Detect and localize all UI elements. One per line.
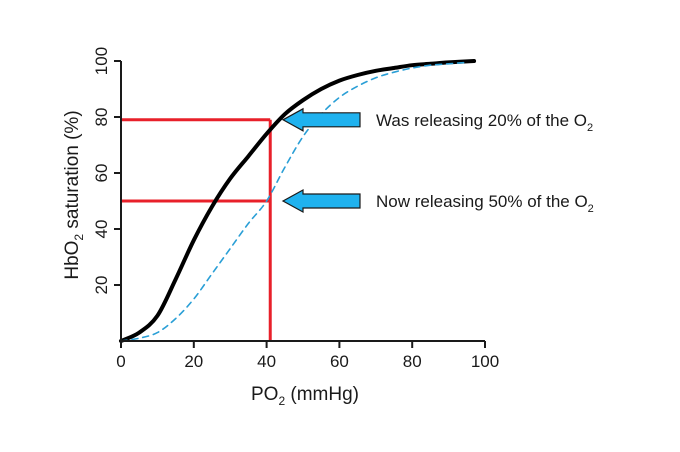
x-tick-label: 60 <box>330 352 349 371</box>
annotation-main: Was releasing 20% of the O <box>376 111 587 130</box>
y-axis-label: HbO2 saturation (%) <box>62 110 86 279</box>
y-axis-label-main: HbO <box>62 241 83 280</box>
arrow-left-icon <box>281 188 361 214</box>
y-tick-label: 40 <box>92 220 111 239</box>
x-tick-label: 20 <box>184 352 203 371</box>
annotation-text: Was releasing 20% of the O2 <box>376 111 593 134</box>
annotation-sub: 2 <box>588 203 594 215</box>
x-axis-label-main: PO <box>251 384 278 405</box>
x-tick-label: 100 <box>471 352 499 371</box>
annotation-text: Now releasing 50% of the O2 <box>376 192 594 215</box>
x-axis-label-sub: 2 <box>278 394 285 408</box>
series-group <box>119 59 477 343</box>
annotation-main: Now releasing 50% of the O <box>376 192 588 211</box>
y-axis-label-sub: 2 <box>72 234 86 241</box>
solid-curve <box>119 59 477 343</box>
annotation-sub: 2 <box>587 122 593 134</box>
y-tick-label: 100 <box>92 47 111 75</box>
y-axis-label-rest: saturation (%) <box>62 110 83 234</box>
x-tick-label: 0 <box>116 352 125 371</box>
dashed-curve <box>120 61 468 342</box>
y-tick-label: 20 <box>92 276 111 295</box>
x-axis-label-rest: (mmHg) <box>285 384 359 405</box>
y-tick-label: 60 <box>92 164 111 183</box>
axes <box>120 61 485 342</box>
x-tick-label: 80 <box>403 352 422 371</box>
guide-lines <box>121 118 272 341</box>
y-tick-label: 80 <box>92 108 111 127</box>
x-tick-label: 40 <box>257 352 276 371</box>
x-axis-label: PO2 (mmHg) <box>251 384 359 408</box>
arrow-left-icon <box>281 107 361 132</box>
tick-marks: 0 20 40 60 80 100 20 40 60 80 100 <box>92 47 499 371</box>
